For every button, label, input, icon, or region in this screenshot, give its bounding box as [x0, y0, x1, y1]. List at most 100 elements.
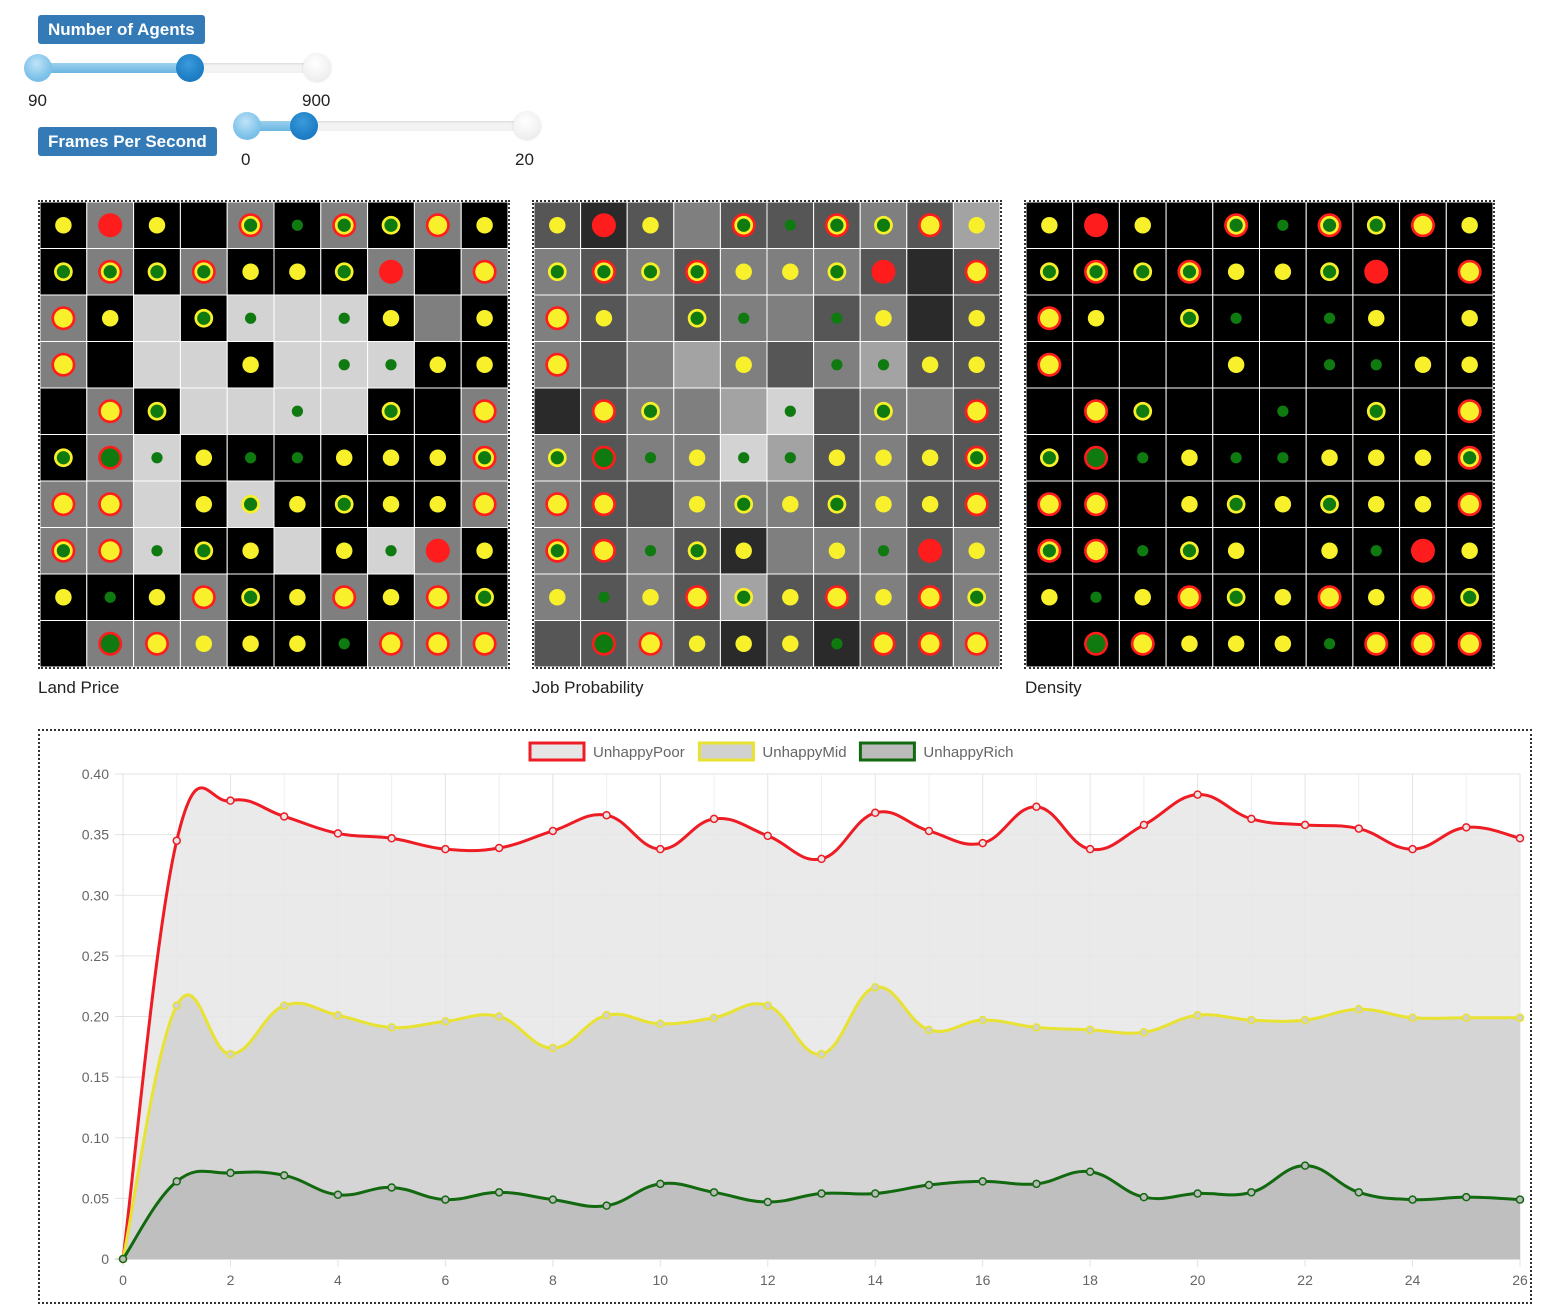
density-agent [1180, 541, 1199, 561]
job-agent [688, 635, 706, 652]
land-agent [194, 541, 214, 561]
density-cell [1165, 387, 1214, 435]
density-agent [1230, 312, 1242, 324]
land-agent [472, 399, 497, 424]
job-agent [824, 213, 849, 238]
job-cell [534, 620, 582, 667]
land-agent [382, 589, 400, 606]
job-cell [580, 341, 628, 389]
job-agent [782, 496, 799, 513]
job-agent [968, 310, 985, 327]
fps-slider-max-handle[interactable] [513, 112, 541, 140]
UnhappyPoor-point [1408, 844, 1417, 854]
density-agent [1320, 262, 1339, 282]
density-cell [1305, 387, 1354, 435]
UnhappyPoor-point [1515, 834, 1525, 843]
land-agent [54, 262, 73, 282]
density-cell [1026, 620, 1074, 667]
y-tick-label: 0.40 [82, 766, 109, 782]
UnhappyPoor-point [1032, 802, 1041, 811]
UnhappyMid-point [1193, 1011, 1202, 1020]
UnhappyPoor-legend-item[interactable]: UnhappyPoor [528, 741, 685, 762]
density-agent [1457, 492, 1482, 517]
UnhappyMid-point [1247, 1015, 1256, 1025]
job-agent [918, 538, 943, 563]
fps-slider[interactable] [246, 121, 538, 131]
density-agent [1274, 589, 1292, 606]
land-agent [98, 538, 123, 563]
density-cell [1399, 248, 1447, 296]
land-cell [133, 341, 181, 389]
land-agent [289, 263, 306, 280]
density-cell [1259, 294, 1307, 342]
land-agent [381, 401, 401, 421]
agents-slider-handle[interactable] [176, 54, 204, 82]
job-agent [964, 399, 989, 424]
agents-slider-min-handle[interactable] [24, 54, 52, 82]
UnhappyRich-point [1300, 1161, 1310, 1170]
UnhappyPoor-point [763, 831, 773, 841]
job-agent [591, 631, 616, 656]
land-agent [425, 585, 450, 610]
UnhappyPoor-point [333, 829, 343, 838]
density-cell [1212, 294, 1261, 342]
land-agent [147, 262, 167, 282]
land-agent [98, 492, 123, 517]
y-tick-label: 0.20 [82, 1009, 109, 1025]
density-agent [1410, 585, 1435, 610]
job-cell [906, 294, 954, 342]
land-cell [273, 620, 322, 667]
UnhappyRich-point [656, 1179, 665, 1189]
UnhappyRich-point [1247, 1188, 1256, 1197]
density-agent [1084, 631, 1109, 656]
fps-label: Frames Per Second [38, 127, 217, 156]
land-agent [334, 262, 354, 282]
UnhappyRich-point [870, 1189, 880, 1198]
fps-max-label: 20 [515, 150, 534, 169]
UnhappyMid-point [226, 1049, 235, 1059]
density-agent [1321, 542, 1338, 559]
density-agent [1227, 635, 1245, 652]
density-agent [1130, 631, 1155, 656]
land-agent [289, 589, 306, 606]
job-cell [766, 294, 815, 342]
land-agent [148, 589, 166, 606]
job-agent [735, 635, 752, 652]
density-agent [1457, 631, 1482, 656]
fps-slider-min-handle[interactable] [233, 112, 261, 140]
land-agent [476, 217, 493, 234]
job-agent [918, 585, 943, 610]
UnhappyRich-legend-item[interactable]: UnhappyRich [858, 741, 1013, 762]
job-agent [545, 492, 570, 517]
job-agent [824, 585, 849, 610]
job-agent [688, 496, 706, 513]
UnhappyMid-legend-item[interactable]: UnhappyMid [697, 741, 847, 762]
UnhappyMid-point [817, 1049, 826, 1059]
density-agent [1227, 542, 1245, 559]
land-agent [291, 219, 304, 231]
UnhappyRich-point [548, 1195, 558, 1204]
job-agent [638, 631, 663, 656]
land-agent [191, 585, 216, 610]
agents-slider-max-handle[interactable] [303, 54, 331, 82]
UnhappyMid-point [870, 983, 880, 992]
density-agent [1323, 312, 1336, 324]
UnhappyRich-point [602, 1201, 611, 1210]
legend-label: UnhappyPoor [593, 744, 685, 761]
fps-slider-handle[interactable] [290, 112, 318, 140]
x-tick-label: 20 [1190, 1272, 1206, 1288]
job-agent [968, 217, 985, 234]
density-agent [1323, 359, 1336, 371]
density-agent [1041, 589, 1058, 606]
land-agent [194, 308, 214, 328]
job-agent [967, 587, 987, 607]
job-cell [906, 248, 954, 296]
density-agent [1414, 356, 1432, 373]
job-agent [828, 542, 846, 559]
job-cell [673, 341, 721, 389]
UnhappyMid-point [978, 1015, 987, 1025]
land-cell [367, 480, 415, 528]
density-agent [1370, 359, 1382, 371]
UnhappyMid-point [387, 1023, 396, 1032]
density-agent [1410, 631, 1435, 656]
